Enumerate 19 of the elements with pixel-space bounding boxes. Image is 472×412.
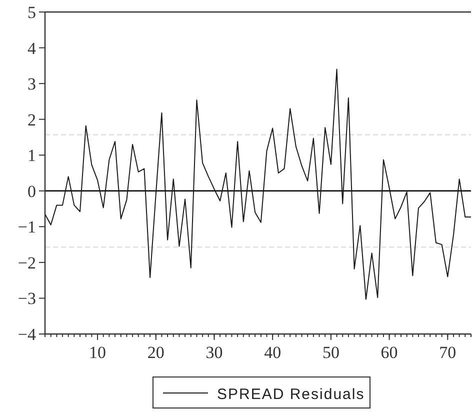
y-tick-label: 4 — [28, 38, 36, 58]
x-tick-label: 30 — [206, 343, 223, 362]
y-tick-label: −2 — [18, 253, 36, 272]
x-tick-label: 40 — [264, 343, 282, 362]
legend-label: SPREAD Residuals — [217, 386, 365, 403]
y-tick-label: 0 — [28, 182, 36, 201]
y-tick-label: 5 — [28, 3, 36, 22]
line-series — [44, 68, 472, 300]
y-tick-label: 2 — [28, 110, 36, 130]
y-tick-label: −3 — [18, 289, 36, 308]
y-tick-label: 3 — [28, 74, 36, 94]
x-tick-label: 10 — [89, 343, 106, 362]
x-tick-label: 20 — [147, 343, 164, 362]
y-tick-label: −4 — [18, 325, 36, 344]
x-tick-label: 60 — [380, 343, 398, 362]
y-tick-label: −1 — [18, 218, 36, 237]
y-tick-label: 1 — [28, 146, 36, 166]
x-tick-label: 50 — [322, 343, 340, 362]
x-tick-label: 70 — [439, 343, 456, 362]
